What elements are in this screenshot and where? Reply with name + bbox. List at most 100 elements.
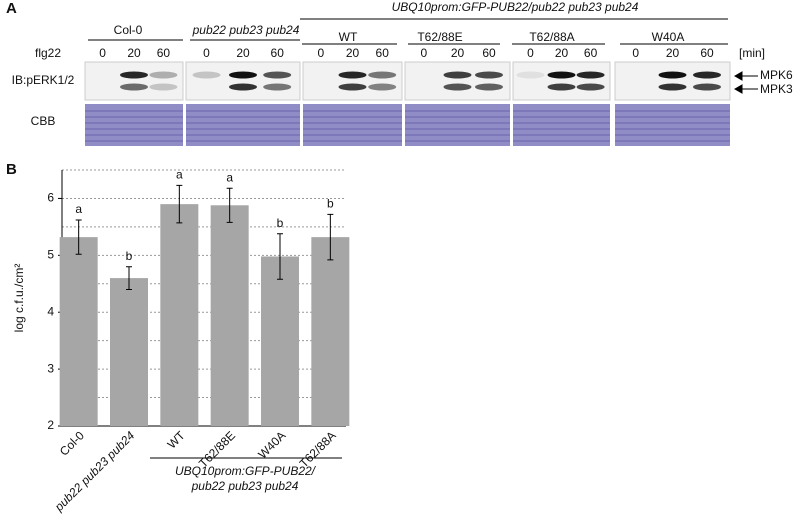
cbb-stripe — [186, 134, 300, 136]
blot-band — [120, 71, 148, 79]
time-label: 60 — [584, 46, 598, 60]
unit-label: [min] — [739, 46, 765, 60]
cbb-stripe — [615, 116, 730, 118]
time-label: 60 — [157, 46, 171, 60]
blot-band — [475, 83, 503, 91]
time-label: 20 — [127, 46, 141, 60]
blot-band — [658, 71, 687, 79]
error-bar — [226, 187, 233, 223]
y-tick-label: 2 — [47, 418, 54, 432]
blot-strip — [84, 61, 184, 101]
cbb-stripe — [85, 140, 183, 142]
y-axis-label: log c.f.u./cm² — [12, 264, 26, 333]
cbb-stripe — [303, 128, 402, 130]
cbb-stripe — [615, 110, 730, 112]
time-label: 0 — [99, 46, 106, 60]
blot-strip — [512, 61, 611, 101]
blot-strip — [614, 61, 731, 101]
blot-band — [229, 83, 257, 91]
cbb-stripe — [513, 116, 610, 118]
cbb-stripe — [303, 140, 402, 142]
variant-label: W40A — [652, 30, 685, 44]
bar — [311, 237, 350, 426]
panel-label: A — [6, 0, 17, 17]
blot-strip — [302, 61, 403, 101]
blot-band — [658, 83, 687, 91]
bar — [110, 278, 148, 426]
cbb-stripe — [186, 128, 300, 130]
blot-band — [120, 83, 148, 91]
blot-band — [338, 83, 367, 91]
y-tick-label: 5 — [47, 248, 54, 262]
blot-band — [576, 71, 605, 79]
cbb-stripe — [85, 116, 183, 118]
group-label: Col-0 — [114, 23, 143, 37]
time-label: 60 — [271, 46, 285, 60]
blot-band — [338, 71, 367, 79]
blot-band — [263, 83, 292, 91]
panel-label: B — [6, 161, 17, 178]
cbb-stripe — [186, 116, 300, 118]
significance-letter: a — [176, 168, 183, 182]
y-tick-label: 6 — [47, 191, 54, 205]
cbb-stripe — [615, 134, 730, 136]
bar — [261, 256, 299, 426]
cbb-stripe — [85, 122, 183, 124]
variant-label: WT — [339, 30, 358, 44]
cbb-stripe — [303, 122, 402, 124]
variant-label: T62/88E — [417, 30, 462, 44]
cbb-stripe — [303, 110, 402, 112]
construct-label: UBQ10prom:GFP-PUB22/pub22 pub23 pub24 — [392, 0, 639, 14]
treatment-label: flg22 — [35, 46, 61, 60]
blot-band — [229, 71, 257, 79]
cbb-stripe — [186, 110, 300, 112]
blot-band — [576, 83, 605, 91]
cbb-stripe — [513, 128, 610, 130]
significance-letter: b — [277, 216, 284, 230]
time-label: 0 — [632, 46, 639, 60]
band-label: MPK3 — [760, 82, 793, 96]
cbb-stripe — [615, 122, 730, 124]
blot-band — [263, 71, 292, 79]
band-arrows — [733, 71, 758, 94]
bar — [210, 205, 249, 426]
y-tick-label: 3 — [47, 361, 54, 375]
y-tick-label: 4 — [47, 304, 54, 318]
blot-band — [547, 71, 576, 79]
time-label: 20 — [346, 46, 360, 60]
blot-band — [149, 71, 178, 79]
blot-band — [443, 83, 472, 91]
significance-letter: b — [126, 249, 133, 263]
stain-label: CBB — [31, 114, 56, 128]
cbb-stripe — [405, 122, 510, 124]
time-label: 60 — [376, 46, 390, 60]
time-label: 20 — [236, 46, 250, 60]
blot-strip — [404, 61, 511, 101]
error-bar — [176, 184, 183, 224]
x-tick-label: T62/88A — [297, 428, 339, 470]
blot-band — [693, 71, 721, 79]
blot-band — [547, 83, 576, 91]
blot-band — [368, 83, 397, 91]
group-label: pub22 pub23 pub24 — [192, 23, 300, 37]
group-label: UBQ10prom:GFP-PUB22/ — [175, 464, 317, 478]
x-tick-label: WT — [165, 428, 189, 452]
band-label: MPK6 — [760, 68, 793, 82]
cbb-stripe — [186, 122, 300, 124]
error-bar — [126, 266, 132, 290]
significance-letter: a — [226, 170, 233, 184]
cbb-stripe — [513, 122, 610, 124]
time-label: 0 — [317, 46, 324, 60]
cbb-stripe — [405, 134, 510, 136]
blot-band — [475, 71, 503, 79]
significance-letter: b — [327, 197, 334, 211]
cbb-stripe — [405, 140, 510, 142]
blot-band — [368, 71, 397, 79]
blot-strip — [185, 61, 301, 101]
blot-band — [516, 71, 545, 79]
cbb-stripe — [513, 134, 610, 136]
cbb-stripe — [85, 128, 183, 130]
x-tick-label: W40A — [255, 428, 288, 461]
time-label: 60 — [700, 46, 714, 60]
